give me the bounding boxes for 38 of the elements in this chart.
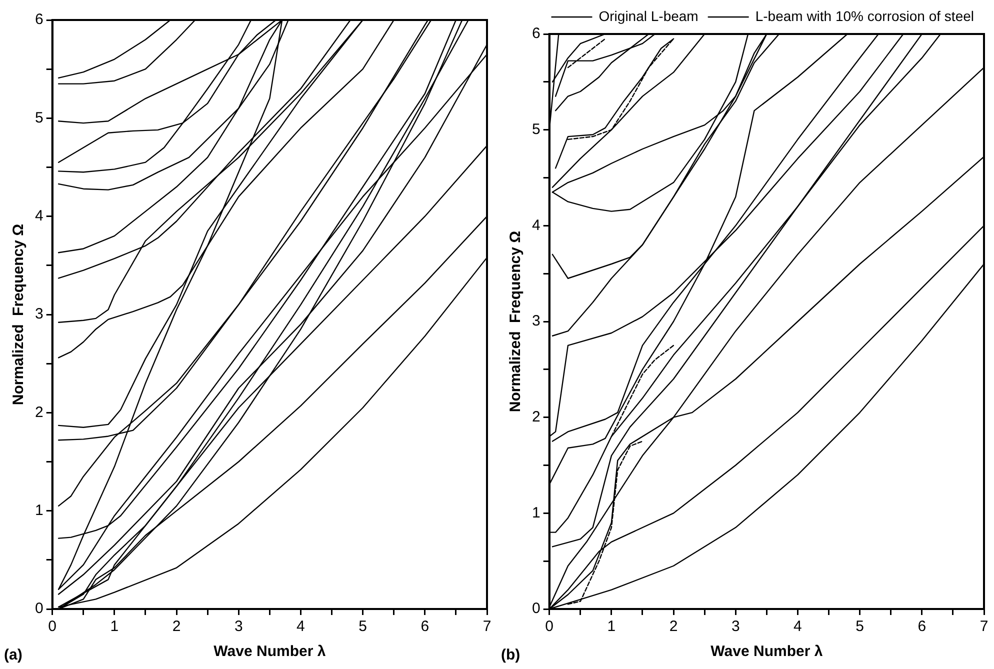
x-tick-label: 1 [607, 618, 616, 636]
x-tick-label: 6 [918, 618, 926, 636]
y-tick-label: 3 [532, 312, 540, 330]
y-tick-label: 2 [35, 404, 44, 421]
text: (b) [501, 646, 520, 664]
x-tick-label: 6 [420, 618, 430, 636]
x-tick-label: 7 [980, 618, 988, 636]
y-tick-label: 2 [532, 408, 540, 426]
y-tick-label: 4 [35, 207, 44, 224]
x-tick-label: 3 [731, 618, 740, 636]
y-tick-label: 1 [532, 504, 540, 522]
x-axis-title: Wave Number λ [214, 643, 326, 660]
x-tick-label: 1 [110, 618, 119, 636]
y-tick-label: 6 [532, 25, 540, 42]
x-tick-label: 3 [234, 618, 243, 636]
x-tick-label: 5 [856, 618, 864, 636]
y-tick-label: 5 [532, 120, 540, 138]
y-tick-label: 4 [532, 216, 540, 234]
y-tick-label: 1 [35, 502, 44, 519]
y-axis-title: Normalized Frequency Ω [10, 224, 28, 406]
x-tick-label: 2 [172, 618, 181, 636]
x-tick-label: 4 [296, 618, 305, 636]
x-tick-label: 7 [482, 618, 492, 636]
x-tick-label: 0 [48, 618, 57, 636]
y-tick-label: 0 [532, 600, 540, 618]
legend-label: Original L-beam [598, 8, 698, 24]
y-tick-label: 5 [35, 109, 44, 126]
y-tick-label: 0 [35, 600, 44, 618]
y-tick-label: 3 [35, 306, 44, 323]
y-axis-title: Normalized Frequency Ω [507, 230, 524, 412]
x-tick-label: 2 [669, 618, 678, 636]
x-axis-title: Wave Number λ [710, 643, 824, 660]
y-tick-label: 6 [35, 11, 44, 28]
text: (a) [4, 646, 22, 664]
legend-label: L-beam with 10% corrosion of steel [755, 8, 974, 24]
x-tick-label: 4 [794, 618, 802, 636]
x-tick-label: 0 [545, 618, 554, 636]
x-tick-label: 5 [358, 618, 367, 636]
